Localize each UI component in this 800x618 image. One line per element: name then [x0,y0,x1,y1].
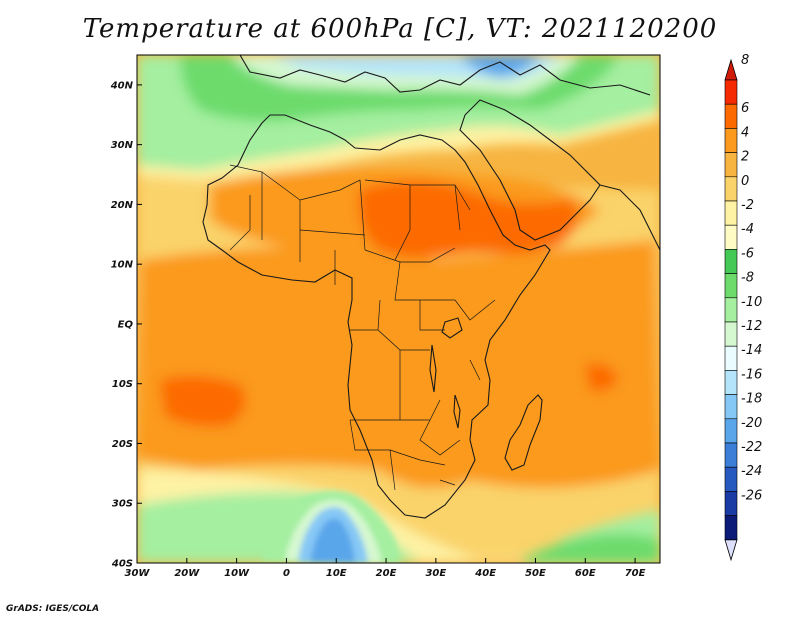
lon-tick-label: 50E [525,568,546,579]
lon-tick-label: 0 [283,568,290,579]
colorbar-label: -2 [741,198,754,213]
colorbar-label: 4 [741,125,749,140]
colorbar-swatch [724,466,738,492]
lon-tick-label: 10E [326,568,347,579]
lat-tick-label: 40N [110,80,134,91]
colorbar-swatch [724,491,738,516]
colorbar-label: -12 [741,319,762,334]
field-southeast-green-dark [520,534,660,563]
latitude-axis: 40N 30N 20N 10N EQ 10S 20S 30S 40S [110,80,142,570]
colorbar-bottom-arrow [724,539,738,562]
lon-tick-label: 10W [224,568,250,579]
temperature-field [137,55,660,563]
colorbar-label: -8 [741,271,754,286]
field-hot-6c-indian [585,363,618,392]
lon-tick-label: 30E [425,568,446,579]
colorbar-swatch [724,79,738,105]
colorbar-swatch [724,200,738,226]
colorbar-swatch [724,176,738,202]
colorbar-top-arrow [724,58,738,81]
lon-tick-label: 20E [376,568,397,579]
lat-tick-label: 30N [111,140,134,151]
colorbar-swatch [724,297,738,323]
lat-tick-label: EQ [118,319,134,330]
colorbar-swatch [724,345,738,371]
colorbar-label: -10 [741,295,762,310]
lon-tick-label: 70E [625,568,646,579]
colorbar-label: -6 [741,246,754,261]
lon-tick-label: 20W [174,568,200,579]
field-warm-4c [137,240,660,488]
colorbar-label: 2 [741,150,749,165]
lat-tick-label: 10S [112,379,133,390]
field-trough-blue-dark [310,518,355,563]
colorbar-swatch [724,370,738,395]
field-north-blue-dark [460,55,540,78]
colorbar-label: -20 [741,416,762,431]
india-coastline [599,184,660,251]
colorbar-label: -22 [741,440,762,455]
colorbar-label: 6 [741,101,749,116]
plot-frame [136,54,661,564]
colorbar-swatch [724,224,738,250]
arabia-coastline [459,99,601,241]
colorbar-swatch [724,128,738,153]
europe-coastline [239,55,651,96]
colorbar-swatch [724,442,738,468]
lat-tick-label: 20N [111,200,134,211]
field-hot-6c-sahara [359,181,578,258]
lon-tick-label: 40E [474,568,496,579]
colorbar-swatch [724,321,738,347]
colorbar-swatch [724,103,738,129]
country-borders [229,164,496,491]
lon-tick-label: 30W [125,568,151,579]
colorbar-label: -24 [741,464,762,479]
colorbar-swatch [724,152,738,178]
colorbar-swatch [724,418,738,444]
colorbar-label: -14 [741,343,762,358]
coastlines [202,55,660,519]
field-hot-6c-atlantic [160,376,246,427]
lake-tanganyika [429,344,437,393]
longitude-axis: 30W 20W 10W 0 10E 20E 30E 40E 50E 60E 70E [125,558,646,579]
colorbar-label: -26 [741,488,762,503]
colorbar-swatch [724,394,738,420]
map-title: Temperature at 600hPa [C], VT: 202112020… [82,14,718,44]
colorbar-swatch [724,273,738,299]
lon-tick-label: 60E [575,568,596,579]
colorbar: 8 6 4 2 0 -2 -4 -6 -8 -10 -12 -14 -16 -18 -20 -22 -24 -26 [724,53,762,562]
colorbar-label: -18 [741,392,762,407]
credit-label: GrADS: IGES/COLA [6,604,100,614]
lat-tick-label: 20S [112,439,133,450]
colorbar-label: 8 [741,53,749,68]
madagascar-coastline [504,394,543,471]
colorbar-swatch [724,249,738,274]
lat-tick-label: 30S [112,499,133,510]
colorbar-label: 0 [741,174,749,189]
africa-coastline [202,114,551,519]
lake-malawi [453,394,461,429]
colorbar-label: -16 [741,367,762,382]
lat-tick-label: 10N [111,260,134,271]
colorbar-swatch [724,515,738,541]
lat-tick-label: 40S [111,559,133,570]
colorbar-label: -4 [741,222,754,237]
